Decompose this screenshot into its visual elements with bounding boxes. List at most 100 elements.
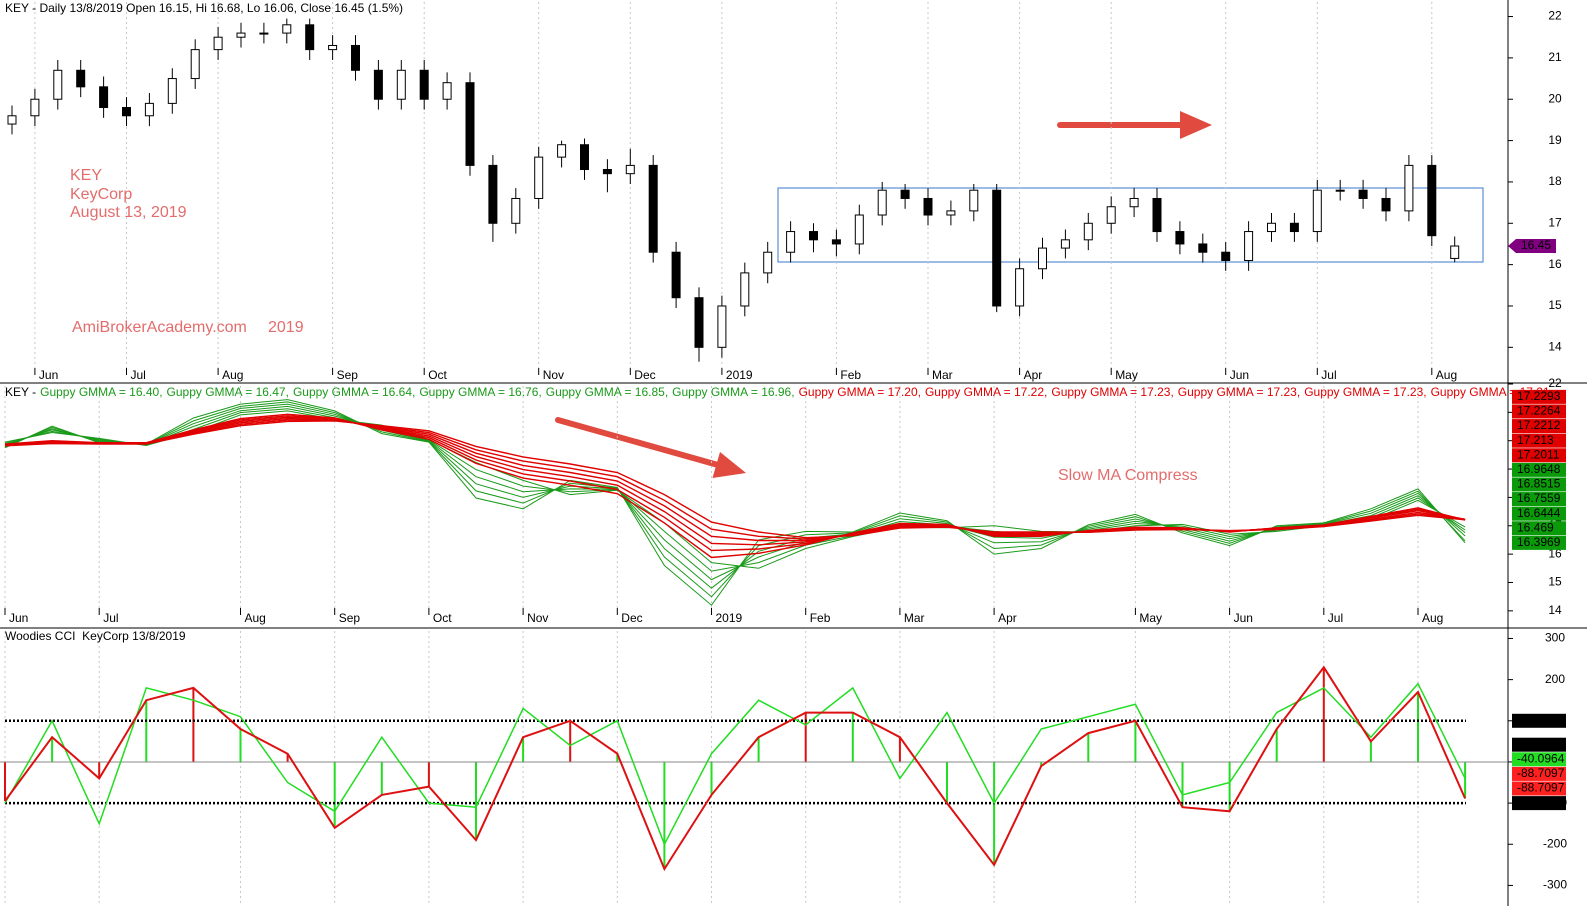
candle-body: [190, 49, 200, 80]
annotation: Slow MA Compress: [1058, 467, 1198, 484]
x-tick-label: Mar: [904, 611, 925, 625]
candle-body: [373, 69, 383, 100]
x-tick-label: 2019: [716, 611, 743, 625]
candle-body: [1404, 164, 1414, 212]
value-badge: [1512, 796, 1566, 811]
x-tick-label: Mar: [932, 368, 953, 382]
candle-body: [648, 164, 658, 253]
candle-body: [900, 189, 910, 199]
chart-title: Woodies CCI KeyCorp 13/8/2019: [5, 629, 186, 643]
candle-body: [1312, 189, 1322, 233]
candle-body: [1358, 189, 1368, 199]
value-badge-label: 16.9648: [1517, 462, 1561, 476]
y-tick-label: 22: [1548, 376, 1562, 390]
candle-body: [30, 98, 40, 117]
candle-body: [488, 164, 498, 224]
candle-body: [282, 24, 292, 34]
legend-entry: Guppy GMMA = 16.96,: [672, 385, 794, 399]
legend-entry: Guppy GMMA = 16.40,: [40, 385, 162, 399]
candle-body: [671, 251, 681, 299]
x-tick-label: Nov: [543, 368, 564, 382]
x-tick-label: Aug: [245, 611, 266, 625]
x-tick-label: Nov: [527, 611, 548, 625]
legend-entry: Guppy GMMA = 17.23,: [1178, 385, 1300, 399]
value-badge-label: 17.2264: [1517, 404, 1561, 418]
gmma-line: [4, 420, 1466, 539]
value-badge: [1512, 419, 1566, 434]
y-tick-label: 200: [1545, 672, 1565, 686]
candle-body: [969, 189, 979, 212]
value-badge-label: 16.469: [1517, 520, 1554, 534]
annotation: August 13, 2019: [70, 204, 187, 221]
candle-body: [1083, 222, 1093, 241]
annotation: KeyCorp: [70, 186, 132, 203]
arrow-shaft: [555, 417, 721, 468]
legend-entry: Guppy GMMA = 17.20,: [799, 385, 921, 399]
x-tick-label: Jul: [131, 368, 146, 382]
candle-body: [419, 69, 429, 100]
candle-body: [557, 144, 567, 158]
value-badge: [1512, 713, 1566, 728]
candle-body: [122, 107, 131, 117]
candle-body: [144, 102, 154, 117]
value-badge: [1512, 477, 1566, 492]
legend-entry: Guppy GMMA = 16.76,: [419, 385, 541, 399]
value-badge-label: 17.2011: [1517, 447, 1560, 461]
legend-entry: Guppy GMMA = 17.23,: [1051, 385, 1173, 399]
candle-body: [465, 82, 475, 166]
candle-body: [946, 210, 956, 216]
value-badge: [1512, 462, 1566, 477]
value-badge-label: 16.7559: [1517, 491, 1561, 505]
candle-body: [1450, 245, 1460, 259]
x-tick-label: Aug: [1436, 368, 1457, 382]
value-badge: [1512, 492, 1566, 507]
candle-body: [99, 86, 109, 109]
candle-body: [580, 144, 589, 171]
candle-body: [1015, 268, 1025, 307]
value-badge-label: 16.8515: [1517, 477, 1561, 491]
y-tick-label: 18: [1548, 174, 1562, 188]
candle-body: [1198, 243, 1208, 253]
y-tick-label: 17: [1548, 215, 1562, 229]
x-tick-label: Apr: [998, 611, 1017, 625]
candle-body: [1106, 206, 1116, 224]
value-badge: [1512, 404, 1566, 419]
last-price-badge: [1508, 239, 1556, 254]
x-tick-label: May: [1139, 611, 1162, 625]
candle-body: [717, 305, 727, 348]
gmma-line: [4, 403, 1466, 589]
candle-body: [236, 32, 246, 38]
x-tick-label: Oct: [428, 368, 447, 382]
value-badge-label: 100: [1517, 713, 1537, 727]
candle-body: [877, 189, 887, 216]
candle-body: [534, 156, 544, 199]
candle-body: [625, 164, 635, 175]
x-tick-label: Dec: [634, 368, 655, 382]
y-tick-label: 15: [1548, 575, 1562, 589]
legend-entry: Guppy GMMA = 16.64,: [293, 385, 415, 399]
candle-body: [1221, 251, 1231, 261]
candle-body: [7, 115, 17, 125]
legend: KEY - Guppy GMMA = 16.40, Guppy GMMA = 16.…: [5, 385, 1550, 399]
arrow-head: [712, 452, 746, 478]
legend-entry: Guppy GMMA = 16.47,: [167, 385, 289, 399]
candle-body: [786, 231, 796, 253]
value-badge-label: 17.213: [1517, 433, 1554, 447]
y-tick-label: 300: [1545, 631, 1565, 645]
value-badge: [1512, 521, 1566, 536]
x-tick-label: Jul: [1321, 368, 1336, 382]
annotation: KEY: [70, 167, 102, 184]
value-badge-label: -88.7097: [1517, 766, 1565, 780]
x-tick-label: Apr: [1024, 368, 1043, 382]
x-tick-label: Feb: [810, 611, 831, 625]
gmma-line: [4, 410, 1466, 569]
value-badge-label: 17.2212: [1517, 418, 1561, 432]
arrow-head: [1180, 111, 1212, 139]
x-tick-label: Feb: [840, 368, 861, 382]
y-tick-label: 20: [1548, 91, 1562, 105]
value-badge: [1512, 433, 1566, 448]
candle-body: [53, 69, 63, 100]
x-tick-label: Sep: [337, 368, 359, 382]
x-tick-label: Dec: [621, 611, 642, 625]
